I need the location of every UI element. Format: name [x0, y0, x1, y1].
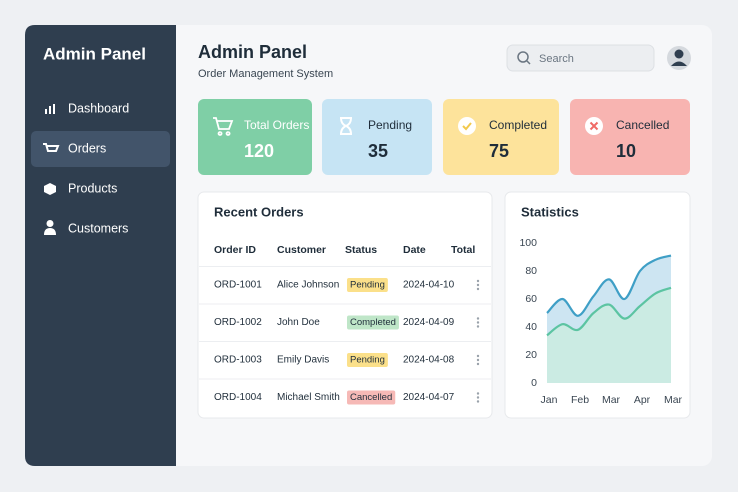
- x-tick-label: Jan: [541, 394, 558, 406]
- stat-card[interactable]: [198, 99, 312, 175]
- row-menu-dot: [476, 287, 480, 291]
- table-header: Date: [403, 244, 426, 256]
- row-menu-dot: [476, 400, 480, 403]
- stat-icon: [458, 117, 476, 135]
- stat-value: 120: [244, 141, 274, 161]
- menu-item[interactable]: Orders: [68, 141, 106, 155]
- y-tick-label: 20: [525, 349, 537, 361]
- area-line: [546, 254, 672, 317]
- cell: ORD-1002: [214, 317, 262, 328]
- row-menu-dot: [476, 279, 480, 283]
- orders-title: Recent Orders: [214, 204, 304, 219]
- status-badge: [347, 353, 388, 367]
- x-tick-label: Mar: [664, 394, 683, 406]
- table-header: Status: [345, 244, 377, 256]
- row-menu-dot: [476, 392, 480, 395]
- cell: ORD-1004: [214, 392, 262, 403]
- y-tick-label: 60: [525, 293, 537, 305]
- row-menu-dot: [476, 358, 480, 362]
- y-tick-label: 40: [525, 321, 537, 333]
- x-tick-label: Feb: [571, 394, 589, 406]
- cell: ORD-1001: [214, 280, 262, 291]
- stat-value: 75: [489, 141, 509, 161]
- row-menu-dot: [476, 283, 480, 287]
- row-menu-dot: [476, 317, 480, 320]
- stat-icon: [340, 117, 352, 135]
- cell: 2024-04-08: [403, 355, 455, 366]
- row-menu-dot: [476, 325, 480, 328]
- y-tick-label: 80: [525, 265, 537, 277]
- cell: 2024-04-07: [403, 392, 455, 403]
- sidebar-title: Admin Panel: [43, 44, 146, 63]
- status-text: Cancelled: [350, 392, 392, 403]
- y-tick-label: 0: [531, 377, 537, 389]
- x-tick-label: Mar: [602, 394, 621, 406]
- cell: Alice Johnson: [277, 280, 339, 291]
- status-text: Pending: [350, 280, 385, 291]
- row-menu-dot: [476, 396, 480, 399]
- stat-card[interactable]: [443, 99, 559, 175]
- row-menu-dot: [476, 362, 480, 366]
- menu-icon: [44, 220, 56, 235]
- stat-value: 35: [368, 141, 388, 161]
- search-placeholder: Search: [539, 53, 574, 65]
- cell: ORD-1003: [214, 355, 262, 366]
- stat-icon-mark: [589, 121, 599, 131]
- status-badge: [347, 315, 399, 330]
- avatar-body: [671, 61, 687, 66]
- stat-label: Total Orders: [244, 118, 309, 132]
- cell: John Doe: [277, 317, 320, 328]
- cell: 2024-04-10: [403, 280, 455, 291]
- stat-icon: [213, 117, 234, 136]
- search-icon: [517, 51, 529, 63]
- row-menu-dot: [476, 321, 480, 324]
- orders-card: [197, 191, 493, 419]
- menu-icon: [43, 143, 60, 152]
- status-badge: [347, 278, 388, 292]
- stat-label: Cancelled: [616, 118, 669, 132]
- stat-card[interactable]: [322, 99, 432, 175]
- cell: Emily Davis: [277, 355, 329, 366]
- y-tick-label: 100: [519, 237, 537, 249]
- x-tick-label: Apr: [634, 394, 651, 406]
- avatar-head: [674, 49, 684, 59]
- search-icon-handle: [526, 60, 531, 65]
- menu-item[interactable]: Customers: [68, 221, 128, 235]
- row-menu-dot: [476, 354, 480, 358]
- status-text: Completed: [350, 317, 396, 328]
- sidebar: [25, 25, 176, 466]
- page-subtitle: Order Management System: [198, 68, 333, 80]
- page-title: Admin Panel: [198, 42, 307, 62]
- table-header: Customer: [277, 244, 326, 256]
- menu-icon: [45, 104, 55, 114]
- menu-icon: [44, 183, 56, 195]
- cell: 2024-04-09: [403, 317, 455, 328]
- search-box[interactable]: [506, 44, 655, 72]
- area-line: [546, 286, 672, 337]
- area-fill: [547, 287, 671, 383]
- chart-title: Statistics: [521, 204, 579, 219]
- menu-item[interactable]: Dashboard: [68, 101, 129, 115]
- table-header: Order ID: [214, 244, 256, 256]
- cell: Michael Smith: [277, 392, 340, 403]
- table-header: Total: [451, 244, 475, 256]
- menu-item[interactable]: Products: [68, 181, 117, 195]
- status-text: Pending: [350, 355, 385, 366]
- stat-label: Completed: [489, 118, 547, 132]
- menu-active-bg: [31, 131, 170, 167]
- stat-value: 10: [616, 141, 636, 161]
- stat-label: Pending: [368, 118, 412, 132]
- status-badge: [347, 390, 396, 405]
- stat-icon-mark: [462, 122, 472, 131]
- stat-card[interactable]: [570, 99, 690, 175]
